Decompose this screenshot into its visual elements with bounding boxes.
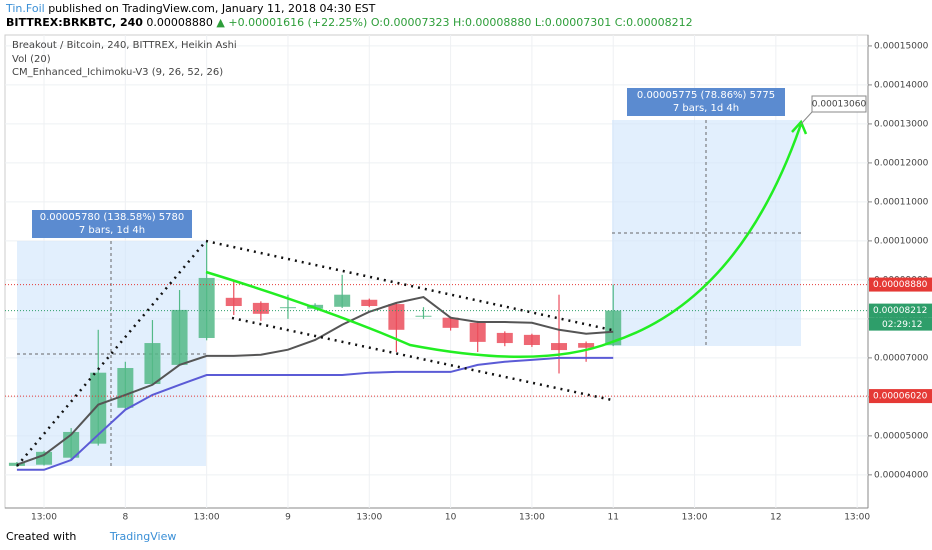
candle-body (469, 322, 486, 342)
price-tag-label: 0.00008880 (873, 280, 928, 290)
legend-entry: Breakout / Bitcoin, 240, BITTREX, Heikin… (12, 40, 237, 51)
countdown-tag (869, 317, 932, 331)
price-tag (869, 277, 932, 292)
candle-body (334, 294, 351, 307)
legend-entry: Vol (20) (12, 54, 51, 65)
candle-body (225, 297, 242, 307)
callout-box (811, 95, 867, 113)
published: published on TradingView.com, January 11… (48, 2, 376, 15)
last: 0.00008880 (146, 16, 213, 29)
arrow-head (791, 119, 808, 135)
candle-body (144, 343, 161, 384)
annotation-box (627, 88, 785, 116)
annotation: 7 bars, 1d 4h (79, 225, 145, 236)
annotation: 0.00013060 (812, 100, 867, 110)
price-tag (869, 303, 932, 318)
symbol: BITTREX:BRKBTC, 240 (6, 16, 143, 29)
x-tick-label: 11 (607, 513, 618, 523)
candle-body (279, 307, 296, 309)
candle-body (90, 372, 107, 444)
ohlc: O:0.00007323 H:0.00008880 L:0.00007301 C… (370, 16, 693, 29)
y-tick-label: 0.00013000 (874, 119, 929, 129)
footer: Created with TradingView (6, 530, 176, 543)
annotation: 7 bars, 1d 4h (673, 103, 739, 114)
candle-body (171, 309, 188, 365)
legend-entry: CM_Enhanced_Ichimoku-V3 (9, 26, 52, 26) (12, 67, 223, 78)
header-line: Tin.Foil published on TradingView.com, J… (6, 2, 375, 15)
x-tick-label: 12 (770, 513, 781, 523)
countdown: 02:29:12 (882, 320, 922, 330)
price-tag (869, 389, 932, 404)
y-tick-label: 0.00014000 (874, 80, 929, 90)
annotation: 0.00005775 (78.86%) 5775 (637, 90, 775, 101)
created: Created with (6, 530, 77, 543)
y-tick-label: 0.00007000 (874, 353, 929, 363)
trend-line (16, 239, 613, 467)
x-tick-label: 9 (285, 513, 291, 523)
price-tag-label: 0.00008212 (873, 306, 927, 316)
y-tick-label: 0.00011000 (874, 197, 929, 207)
x-tick-label: 13:00 (682, 513, 708, 523)
x-tick-label: 13:00 (356, 513, 382, 523)
candle-body (496, 332, 513, 344)
x-tick-label: 13:00 (31, 513, 57, 523)
candle-body (551, 343, 568, 351)
x-tick-label: 8 (122, 513, 128, 523)
indicator-line (16, 356, 614, 471)
annotation-box (32, 210, 192, 238)
candle-body (415, 315, 432, 317)
candle-body (198, 277, 215, 338)
candle-body (36, 451, 53, 465)
candle-body (578, 343, 595, 348)
candle-body (388, 304, 405, 330)
indicator-line (16, 295, 614, 466)
symbol-line: BITTREX:BRKBTC, 240 0.00008880 ▲ +0.0000… (6, 16, 693, 29)
annotation: 0.00005780 (138.58%) 5780 (40, 212, 185, 223)
candle-body (252, 302, 269, 314)
projection-curve (205, 123, 803, 359)
x-tick-label: 13:00 (194, 513, 220, 523)
candle-body (605, 310, 622, 346)
candle-body (361, 299, 378, 307)
brand[interactable]: TradingView (109, 530, 177, 543)
callout-line (800, 111, 813, 125)
candle-body (442, 317, 459, 328)
y-tick-label: 0.00015000 (874, 41, 929, 51)
y-tick-label: 0.00010000 (874, 236, 929, 246)
change: ▲ +0.00001616 (+22.25%) (216, 16, 368, 29)
candle-body (117, 368, 134, 408)
chart: 0.00005780 (138.58%) 5780 7 bars, 1d 4h … (4, 34, 932, 523)
author[interactable]: Tin.Foil (6, 2, 45, 15)
x-tick-label: 10 (445, 513, 457, 523)
candle-body (523, 334, 540, 346)
y-tick-label: 0.00004000 (874, 470, 929, 480)
y-tick-label: 0.00005000 (874, 431, 929, 441)
price-tag-label: 0.00006020 (873, 392, 928, 402)
y-tick-label: 0.00012000 (874, 158, 929, 168)
x-tick-label: 13:00 (844, 513, 870, 523)
x-tick-label: 13:00 (519, 513, 545, 523)
